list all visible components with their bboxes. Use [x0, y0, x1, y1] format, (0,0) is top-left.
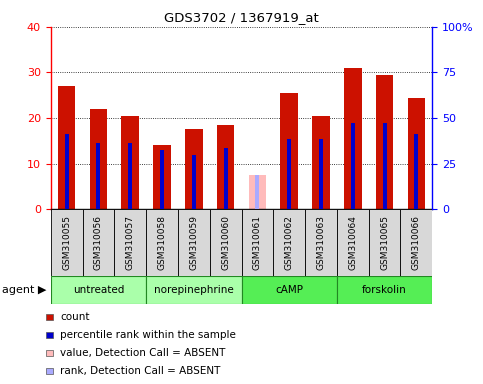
Text: GSM310065: GSM310065 — [380, 215, 389, 270]
Bar — [46, 350, 53, 356]
Bar — [319, 139, 323, 209]
Bar — [153, 146, 171, 209]
Bar — [242, 209, 273, 276]
Bar — [337, 209, 369, 276]
Bar — [351, 122, 355, 209]
Bar — [146, 209, 178, 276]
Bar — [51, 276, 146, 304]
Bar — [46, 368, 53, 374]
Bar — [83, 209, 114, 276]
Bar — [160, 150, 164, 209]
Bar — [96, 143, 100, 209]
Bar — [273, 209, 305, 276]
Bar — [121, 116, 139, 209]
Bar — [224, 148, 227, 209]
Text: count: count — [60, 312, 89, 322]
Bar — [114, 209, 146, 276]
Text: rank, Detection Call = ABSENT: rank, Detection Call = ABSENT — [60, 366, 220, 376]
Bar — [242, 276, 337, 304]
Title: GDS3702 / 1367919_at: GDS3702 / 1367919_at — [164, 11, 319, 24]
Bar — [408, 98, 425, 209]
Bar — [376, 75, 393, 209]
Bar — [305, 209, 337, 276]
Bar — [256, 175, 259, 209]
Bar — [210, 209, 242, 276]
Bar — [51, 209, 83, 276]
Text: GSM310056: GSM310056 — [94, 215, 103, 270]
Bar — [217, 125, 234, 209]
Bar — [65, 134, 69, 209]
Bar — [344, 68, 362, 209]
Bar — [46, 314, 53, 320]
Text: GSM310061: GSM310061 — [253, 215, 262, 270]
Bar — [369, 209, 400, 276]
Bar — [249, 175, 266, 209]
Text: GSM310057: GSM310057 — [126, 215, 135, 270]
Text: forskolin: forskolin — [362, 285, 407, 295]
Bar — [400, 209, 432, 276]
Text: GSM310062: GSM310062 — [284, 215, 294, 270]
Text: GSM310058: GSM310058 — [157, 215, 167, 270]
Text: percentile rank within the sample: percentile rank within the sample — [60, 330, 236, 340]
Text: GSM310063: GSM310063 — [316, 215, 326, 270]
Text: GSM310060: GSM310060 — [221, 215, 230, 270]
Text: GSM310059: GSM310059 — [189, 215, 199, 270]
Bar — [192, 155, 196, 209]
Text: value, Detection Call = ABSENT: value, Detection Call = ABSENT — [60, 348, 225, 358]
Text: GSM310066: GSM310066 — [412, 215, 421, 270]
Bar — [185, 129, 202, 209]
Bar — [46, 332, 53, 338]
Bar — [337, 276, 432, 304]
Text: agent ▶: agent ▶ — [1, 285, 46, 295]
Text: GSM310064: GSM310064 — [348, 215, 357, 270]
Bar — [146, 276, 242, 304]
Text: GSM310055: GSM310055 — [62, 215, 71, 270]
Text: cAMP: cAMP — [275, 285, 303, 295]
Bar — [178, 209, 210, 276]
Bar — [90, 109, 107, 209]
Bar — [312, 116, 330, 209]
Bar — [383, 122, 387, 209]
Bar — [281, 93, 298, 209]
Text: norepinephrine: norepinephrine — [154, 285, 234, 295]
Text: untreated: untreated — [73, 285, 124, 295]
Bar — [414, 134, 418, 209]
Bar — [58, 86, 75, 209]
Bar — [128, 143, 132, 209]
Bar — [287, 139, 291, 209]
